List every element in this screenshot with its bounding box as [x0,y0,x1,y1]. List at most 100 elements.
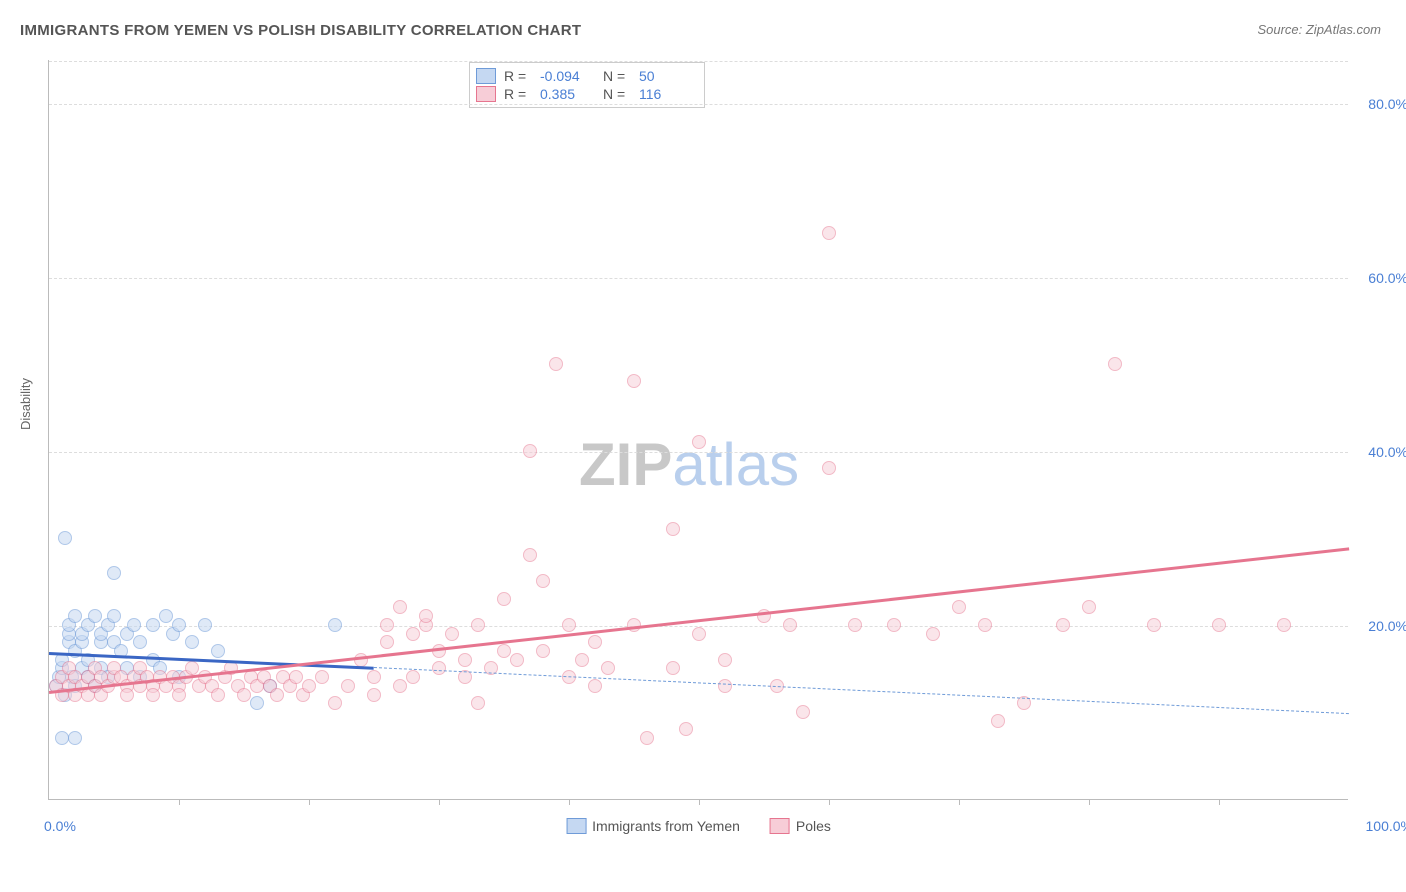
scatter-point [1108,357,1122,371]
legend-item: Poles [770,818,831,834]
scatter-point [185,635,199,649]
scatter-point [783,618,797,632]
scatter-point [848,618,862,632]
corr-r-label: R = [504,86,532,102]
chart-title: IMMIGRANTS FROM YEMEN VS POLISH DISABILI… [20,22,581,39]
scatter-point [68,609,82,623]
scatter-point [55,731,69,745]
scatter-point [393,600,407,614]
gridline [49,104,1348,105]
scatter-point [445,627,459,641]
scatter-point [328,696,342,710]
scatter-point [68,731,82,745]
corr-n-label: N = [603,86,631,102]
chart-source: Source: ZipAtlas.com [1257,22,1381,37]
scatter-point [523,444,537,458]
corr-legend-row: R =0.385N =116 [476,85,694,103]
scatter-point [692,435,706,449]
scatter-point [367,688,381,702]
scatter-point [471,618,485,632]
corr-n-value: 50 [639,68,694,84]
scatter-point [432,661,446,675]
scatter-point [978,618,992,632]
y-tick-label: 20.0% [1368,618,1406,634]
scatter-point [796,705,810,719]
legend-swatch [770,818,790,834]
scatter-point [679,722,693,736]
scatter-point [270,688,284,702]
scatter-point [1277,618,1291,632]
scatter-point [107,566,121,580]
scatter-point [419,609,433,623]
x-tick [1219,799,1220,805]
scatter-point [718,653,732,667]
x-tick [309,799,310,805]
scatter-point [510,653,524,667]
correlation-legend: R =-0.094N =50R =0.385N =116 [469,62,705,108]
x-tick [1089,799,1090,805]
gridline [49,452,1348,453]
scatter-point [58,531,72,545]
scatter-point [211,644,225,658]
scatter-point [562,618,576,632]
scatter-point [341,679,355,693]
x-tick [829,799,830,805]
scatter-point [666,522,680,536]
scatter-point [406,670,420,684]
scatter-point [666,661,680,675]
scatter-point [159,609,173,623]
scatter-point [640,731,654,745]
scatter-point [822,461,836,475]
scatter-point [523,548,537,562]
gridline [49,61,1348,62]
y-tick-label: 40.0% [1368,444,1406,460]
scatter-point [536,574,550,588]
scatter-point [1082,600,1096,614]
scatter-point [497,592,511,606]
scatter-point [952,600,966,614]
watermark-zip: ZIP [579,431,672,498]
scatter-point [315,670,329,684]
scatter-point [458,653,472,667]
scatter-point [393,679,407,693]
scatter-point [1056,618,1070,632]
legend-swatch [476,86,496,102]
legend-swatch [566,818,586,834]
scatter-point [146,618,160,632]
chart-container: IMMIGRANTS FROM YEMEN VS POLISH DISABILI… [0,0,1406,892]
legend-label: Poles [796,818,831,834]
scatter-point [497,644,511,658]
scatter-point [380,618,394,632]
legend-swatch [476,68,496,84]
scatter-point [380,635,394,649]
scatter-point [432,644,446,658]
scatter-point [185,661,199,675]
scatter-point [549,357,563,371]
scatter-point [692,627,706,641]
x-axis-min-label: 0.0% [44,818,76,834]
scatter-point [601,661,615,675]
x-tick [699,799,700,805]
scatter-point [926,627,940,641]
scatter-point [237,688,251,702]
scatter-point [1147,618,1161,632]
scatter-point [328,618,342,632]
scatter-point [211,688,225,702]
corr-r-label: R = [504,68,532,84]
scatter-point [88,609,102,623]
plot-area: ZIPatlas R =-0.094N =50R =0.385N =116 0.… [48,60,1348,800]
scatter-point [718,679,732,693]
scatter-point [107,609,121,623]
scatter-point [471,696,485,710]
scatter-point [146,688,160,702]
series-legend: Immigrants from Yemen Poles [566,818,831,834]
scatter-point [406,627,420,641]
scatter-point [991,714,1005,728]
scatter-point [536,644,550,658]
x-tick [959,799,960,805]
legend-label: Immigrants from Yemen [592,818,740,834]
gridline [49,278,1348,279]
y-axis-title: Disability [18,378,33,430]
scatter-point [627,374,641,388]
scatter-point [127,618,141,632]
